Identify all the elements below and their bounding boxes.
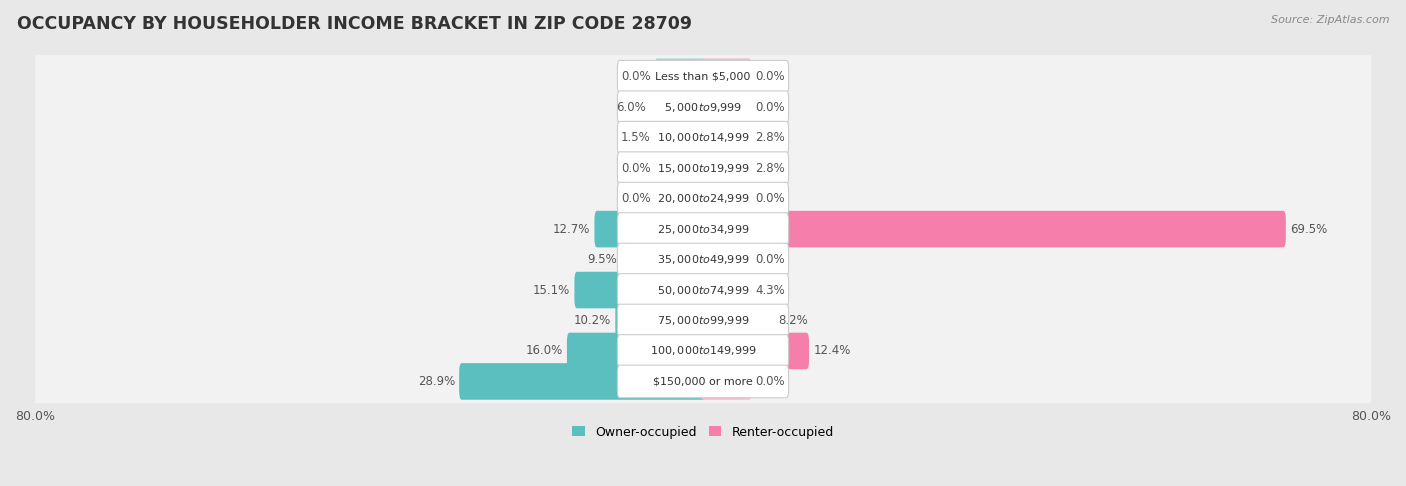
FancyBboxPatch shape: [617, 365, 789, 398]
FancyBboxPatch shape: [28, 330, 1378, 373]
Text: 0.0%: 0.0%: [755, 375, 785, 388]
FancyBboxPatch shape: [617, 122, 789, 154]
FancyBboxPatch shape: [700, 302, 773, 339]
FancyBboxPatch shape: [655, 58, 706, 95]
Text: $5,000 to $9,999: $5,000 to $9,999: [664, 101, 742, 114]
Text: 0.0%: 0.0%: [621, 192, 651, 205]
FancyBboxPatch shape: [700, 211, 1286, 247]
FancyBboxPatch shape: [700, 333, 808, 369]
FancyBboxPatch shape: [700, 120, 751, 156]
Text: 6.0%: 6.0%: [616, 101, 647, 114]
Text: $15,000 to $19,999: $15,000 to $19,999: [657, 162, 749, 174]
FancyBboxPatch shape: [621, 241, 706, 278]
Text: $150,000 or more: $150,000 or more: [654, 377, 752, 386]
Text: Source: ZipAtlas.com: Source: ZipAtlas.com: [1271, 15, 1389, 25]
FancyBboxPatch shape: [700, 363, 751, 399]
FancyBboxPatch shape: [460, 363, 706, 399]
Text: 28.9%: 28.9%: [418, 375, 456, 388]
FancyBboxPatch shape: [595, 211, 706, 247]
FancyBboxPatch shape: [567, 333, 706, 369]
FancyBboxPatch shape: [617, 213, 789, 245]
FancyBboxPatch shape: [28, 238, 1378, 281]
Text: 2.8%: 2.8%: [755, 131, 786, 144]
FancyBboxPatch shape: [700, 241, 751, 278]
Text: 1.5%: 1.5%: [620, 131, 651, 144]
Text: $50,000 to $74,999: $50,000 to $74,999: [657, 283, 749, 296]
FancyBboxPatch shape: [617, 60, 789, 93]
Text: 0.0%: 0.0%: [755, 101, 785, 114]
FancyBboxPatch shape: [28, 146, 1378, 190]
FancyBboxPatch shape: [28, 268, 1378, 312]
Text: $10,000 to $14,999: $10,000 to $14,999: [657, 131, 749, 144]
FancyBboxPatch shape: [700, 58, 751, 95]
Text: 0.0%: 0.0%: [755, 70, 785, 83]
FancyBboxPatch shape: [617, 91, 789, 123]
Text: 10.2%: 10.2%: [574, 314, 612, 327]
FancyBboxPatch shape: [700, 272, 751, 308]
Text: 0.0%: 0.0%: [621, 70, 651, 83]
FancyBboxPatch shape: [28, 55, 1378, 98]
Text: 0.0%: 0.0%: [755, 192, 785, 205]
Text: 15.1%: 15.1%: [533, 283, 571, 296]
Text: OCCUPANCY BY HOUSEHOLDER INCOME BRACKET IN ZIP CODE 28709: OCCUPANCY BY HOUSEHOLDER INCOME BRACKET …: [17, 15, 692, 33]
Text: 12.7%: 12.7%: [553, 223, 591, 236]
Text: 16.0%: 16.0%: [526, 345, 562, 358]
FancyBboxPatch shape: [616, 302, 706, 339]
Text: 0.0%: 0.0%: [755, 253, 785, 266]
FancyBboxPatch shape: [28, 86, 1378, 129]
Text: 12.4%: 12.4%: [813, 345, 851, 358]
FancyBboxPatch shape: [617, 274, 789, 306]
Text: $75,000 to $99,999: $75,000 to $99,999: [657, 314, 749, 327]
FancyBboxPatch shape: [28, 116, 1378, 159]
Text: 9.5%: 9.5%: [588, 253, 617, 266]
FancyBboxPatch shape: [575, 272, 706, 308]
Text: 2.8%: 2.8%: [755, 162, 786, 174]
Text: Less than $5,000: Less than $5,000: [655, 72, 751, 82]
Text: $25,000 to $34,999: $25,000 to $34,999: [657, 223, 749, 236]
FancyBboxPatch shape: [655, 180, 706, 217]
FancyBboxPatch shape: [617, 182, 789, 215]
FancyBboxPatch shape: [28, 360, 1378, 403]
FancyBboxPatch shape: [617, 304, 789, 337]
FancyBboxPatch shape: [651, 89, 706, 125]
FancyBboxPatch shape: [28, 208, 1378, 251]
FancyBboxPatch shape: [700, 89, 751, 125]
FancyBboxPatch shape: [700, 150, 751, 187]
FancyBboxPatch shape: [655, 120, 706, 156]
Text: 0.0%: 0.0%: [621, 162, 651, 174]
FancyBboxPatch shape: [617, 243, 789, 276]
FancyBboxPatch shape: [655, 150, 706, 187]
Text: 8.2%: 8.2%: [778, 314, 808, 327]
FancyBboxPatch shape: [28, 299, 1378, 342]
Legend: Owner-occupied, Renter-occupied: Owner-occupied, Renter-occupied: [568, 420, 838, 444]
Text: $20,000 to $24,999: $20,000 to $24,999: [657, 192, 749, 205]
Text: 4.3%: 4.3%: [755, 283, 786, 296]
Text: $100,000 to $149,999: $100,000 to $149,999: [650, 345, 756, 358]
Text: 69.5%: 69.5%: [1291, 223, 1327, 236]
Text: $35,000 to $49,999: $35,000 to $49,999: [657, 253, 749, 266]
FancyBboxPatch shape: [700, 180, 751, 217]
FancyBboxPatch shape: [617, 152, 789, 185]
FancyBboxPatch shape: [28, 177, 1378, 220]
FancyBboxPatch shape: [617, 335, 789, 367]
